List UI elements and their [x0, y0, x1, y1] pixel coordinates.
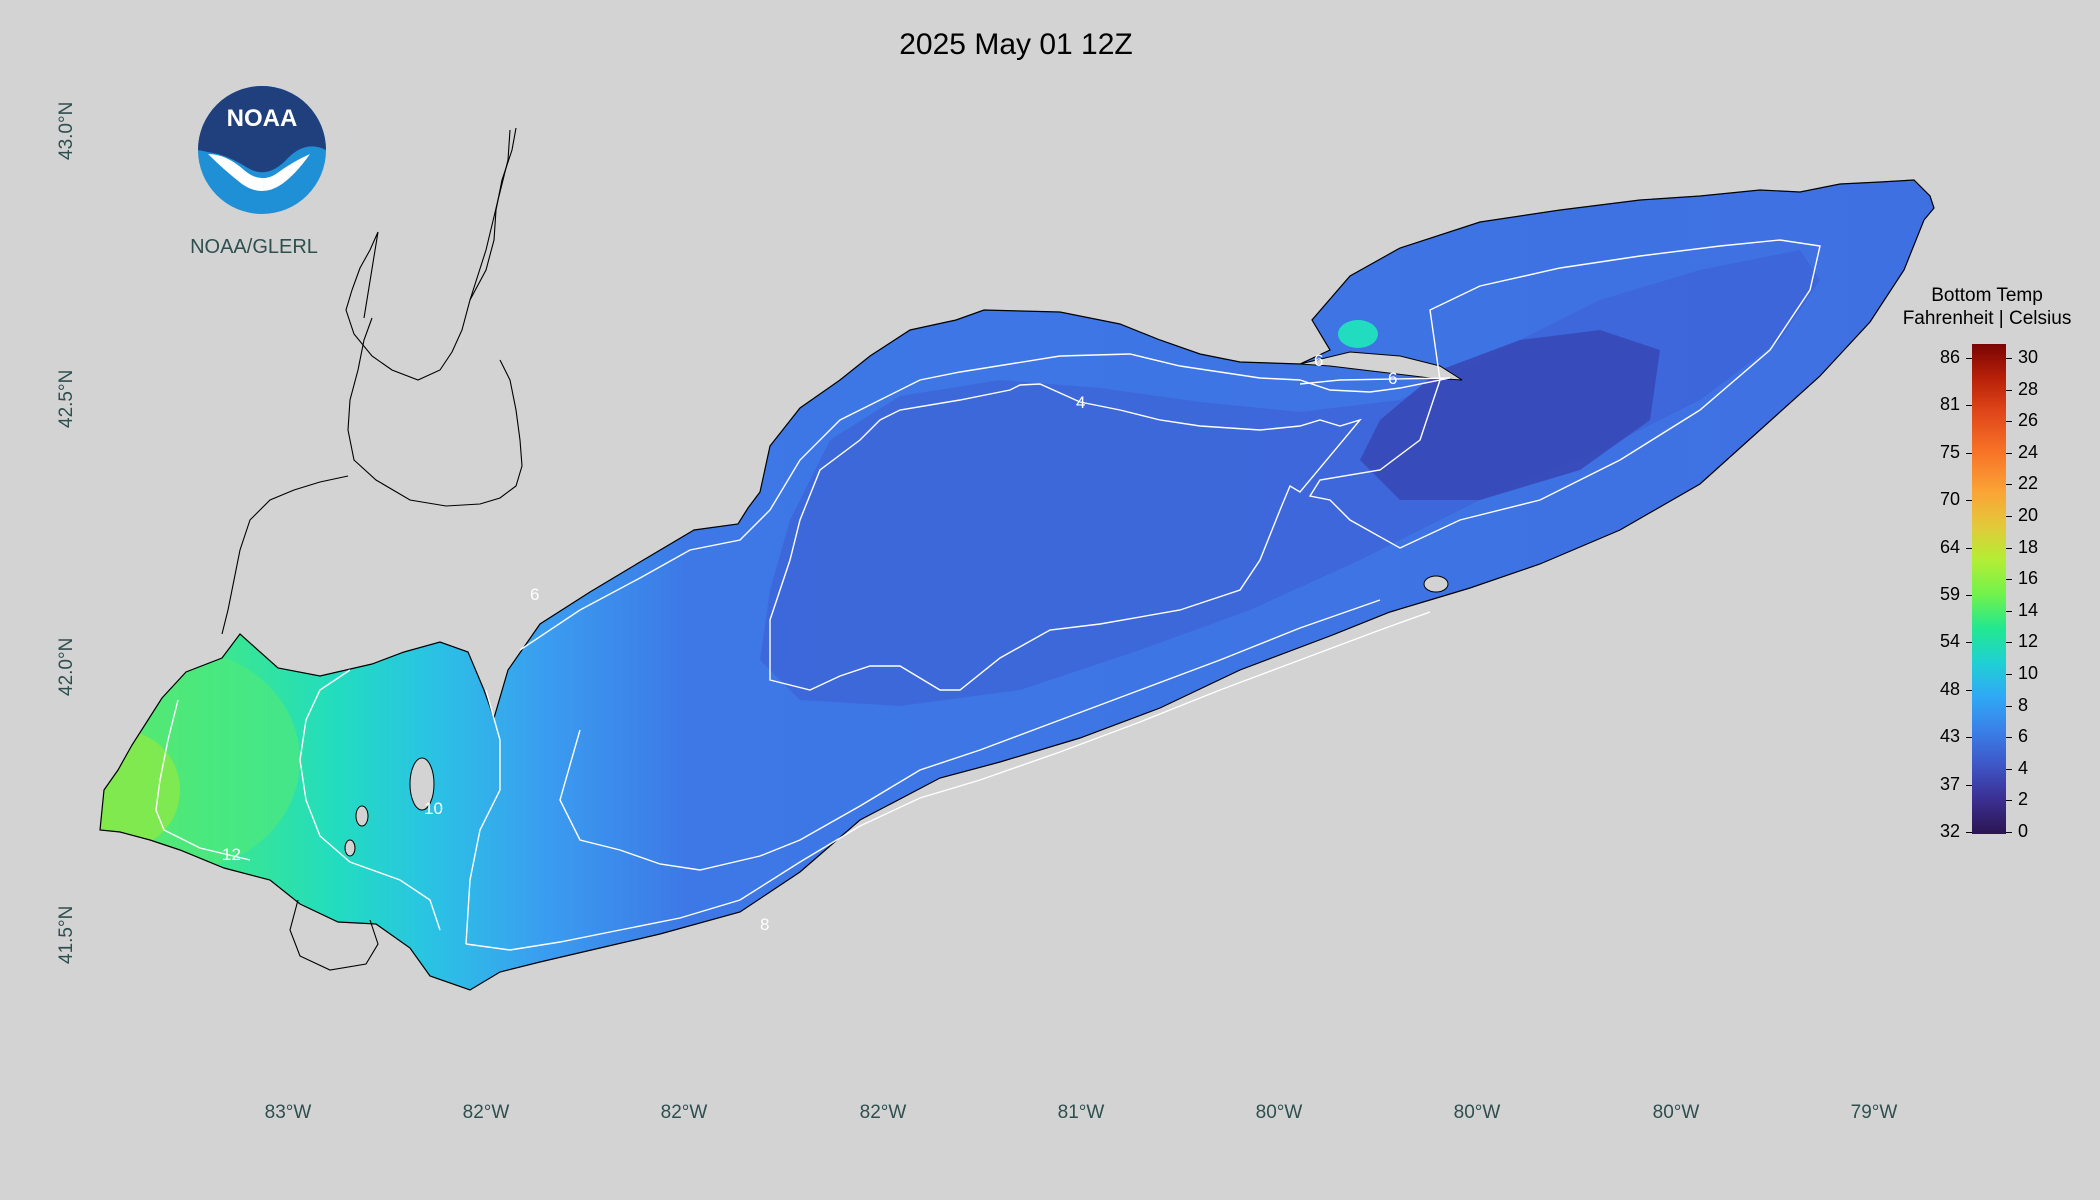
legend-tick-mark — [1966, 500, 1972, 502]
contour-label-4: 4 — [1076, 393, 1085, 412]
legend-tick-mark — [2006, 705, 2012, 707]
legend-title-line2: Fahrenheit | Celsius — [1902, 308, 2072, 329]
legend-tick-mark — [2006, 547, 2012, 549]
legend-tick-celsius: 30 — [2018, 347, 2039, 367]
legend-tick-mark — [2006, 358, 2012, 359]
legend-tick-celsius: 6 — [2018, 726, 2029, 747]
legend-tick-fahrenheit: 43 — [1939, 726, 1960, 747]
legend-tick-fahrenheit: 70 — [1939, 489, 1960, 510]
legend-tick-celsius: 22 — [2018, 473, 2039, 494]
legend-tick-fahrenheit: 37 — [1939, 773, 1960, 794]
contour-6-central — [519, 353, 1451, 651]
legend-tick-mark — [2006, 610, 2012, 612]
lon-label: 82°W — [660, 1102, 708, 1123]
isotherm-contours — [155, 239, 1821, 951]
legend-tick-mark — [1966, 642, 1972, 644]
logo-label: NOAA/GLERL — [190, 236, 318, 258]
contour-8-west — [465, 689, 501, 945]
legend-tick-mark — [1966, 405, 1972, 407]
contour-6-south — [559, 599, 1381, 871]
lon-label: 80°W — [1453, 1102, 1501, 1123]
legend-tick-celsius: 4 — [2018, 757, 2029, 778]
contour-label-10: 10 — [424, 799, 443, 818]
lon-label: 83°W — [264, 1102, 312, 1123]
legend-tick-mark — [1966, 737, 1972, 739]
contour-label-6b: 6 — [1314, 351, 1323, 370]
legend-tick-mark — [1966, 595, 1972, 596]
legend-tick-mark — [2006, 768, 2012, 770]
lon-label: 79°W — [1850, 1102, 1898, 1123]
legend-tick-fahrenheit: 32 — [1939, 821, 1960, 841]
legend-tick-celsius: 26 — [2018, 410, 2039, 431]
noaa-logo: NOAA — [196, 84, 328, 216]
lon-label: 82°W — [462, 1102, 510, 1123]
contour-4 — [769, 383, 1363, 691]
legend-tick-celsius: 8 — [2018, 694, 2029, 715]
contour-label-6a: 6 — [1388, 369, 1397, 388]
contour-10 — [299, 669, 441, 931]
legend-tick-fahrenheit: 81 — [1939, 394, 1960, 415]
legend-tick-mark — [1966, 452, 1972, 454]
legend-tick-mark — [2006, 452, 2012, 454]
contour-12 — [155, 699, 251, 861]
legend-tick-fahrenheit: 75 — [1939, 441, 1960, 462]
legend-tick-mark — [1966, 358, 1972, 359]
legend-tick-mark — [2006, 516, 2012, 517]
lon-label: 82°W — [859, 1102, 907, 1123]
legend-tick-fahrenheit: 86 — [1939, 347, 1960, 367]
lake-erie — [99, 179, 1935, 991]
lat-label: 41.5°N — [56, 905, 77, 964]
legend-tick-mark — [2006, 642, 2012, 644]
legend-title-line1: Bottom Temp — [1931, 285, 2043, 306]
legend-tick-mark — [2006, 800, 2012, 802]
legend-tick-mark — [1966, 832, 1972, 833]
legend-tick-celsius: 20 — [2018, 505, 2039, 525]
legend-tick-fahrenheit: 48 — [1939, 678, 1960, 699]
lon-label: 81°W — [1057, 1102, 1105, 1123]
contour-labels: 4 6 6 6 8 10 12 — [222, 351, 1397, 934]
legend-tick-mark — [2006, 389, 2012, 391]
legend-tick-celsius: 10 — [2018, 663, 2039, 683]
contour-label-8: 8 — [760, 915, 769, 934]
legend-tick-celsius: 18 — [2018, 536, 2039, 557]
legend-tick-mark — [1966, 547, 1972, 549]
legend-tick-fahrenheit: 54 — [1939, 631, 1960, 652]
legend-tick-mark — [1966, 784, 1972, 786]
legend-tick-mark — [2006, 421, 2012, 423]
map-title: 2025 May 01 12Z — [899, 28, 1133, 61]
legend-tick-mark — [2006, 674, 2012, 675]
contour-6-east — [1308, 239, 1821, 549]
legend-tick-mark — [2006, 832, 2012, 833]
lake-st-clair-outline — [221, 127, 523, 971]
legend-tick-mark — [1966, 689, 1972, 691]
contour-8 — [465, 611, 1431, 951]
svg-text:NOAA: NOAA — [227, 105, 298, 132]
contour-label-12: 12 — [222, 845, 241, 864]
legend-tick-fahrenheit: 59 — [1939, 584, 1960, 604]
legend-tick-celsius: 12 — [2018, 631, 2039, 652]
lon-label: 80°W — [1652, 1102, 1700, 1123]
legend-title: Bottom Temp Fahrenheit | Celsius — [1896, 284, 2078, 330]
legend-tick-mark — [2006, 579, 2012, 581]
legend-tick-celsius: 28 — [2018, 378, 2039, 399]
legend-tick-mark — [2006, 484, 2012, 486]
contour-label-6c: 6 — [530, 585, 539, 604]
legend-tick-fahrenheit: 64 — [1939, 536, 1960, 557]
legend-tick-celsius: 0 — [2018, 821, 2029, 841]
lat-label: 43.0°N — [56, 101, 77, 160]
lat-label: 42.0°N — [56, 637, 77, 696]
lat-label: 42.5°N — [56, 369, 77, 428]
lon-label: 80°W — [1255, 1102, 1303, 1123]
legend-tick-celsius: 2 — [2018, 789, 2029, 810]
colorbar — [1972, 344, 2006, 834]
legend-tick-celsius: 14 — [2018, 599, 2039, 620]
legend-tick-mark — [2006, 737, 2012, 739]
legend-tick-celsius: 24 — [2018, 441, 2039, 462]
legend-tick-celsius: 16 — [2018, 568, 2039, 589]
